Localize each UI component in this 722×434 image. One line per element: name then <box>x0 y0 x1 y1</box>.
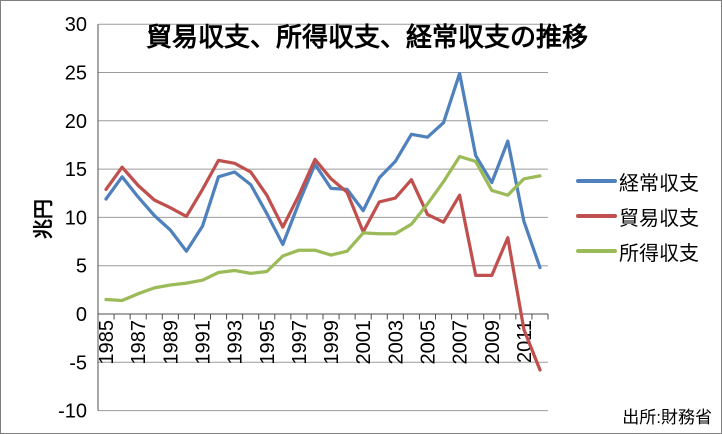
y-tick-label: 0 <box>76 304 87 326</box>
x-tick-label: 2011 <box>514 320 536 363</box>
y-tick-label: 5 <box>76 256 87 278</box>
x-tick-label: 2009 <box>482 320 504 365</box>
x-tick-label: 1999 <box>321 320 343 365</box>
x-tick-label: 2003 <box>385 320 407 365</box>
x-tick-label: 1993 <box>225 320 247 365</box>
series-line-trade-balance <box>104 157 542 372</box>
y-tick-label: 30 <box>65 14 87 36</box>
x-tick-label: 2005 <box>417 320 439 365</box>
x-tick-label: 2007 <box>450 320 472 365</box>
y-tick-label: -10 <box>58 401 87 423</box>
legend-line-swatch-income-balance <box>576 249 617 253</box>
x-tick-label: 1987 <box>128 320 150 365</box>
series-line-income-balance <box>104 154 542 303</box>
legend-item-trade-balance: 貿易収支 <box>576 204 721 230</box>
y-tick-label: 20 <box>65 111 87 133</box>
x-tick-label: 1991 <box>192 320 214 365</box>
y-tick-label: 25 <box>65 63 87 85</box>
x-tick-label: 2001 <box>353 320 375 365</box>
legend-label-income-balance: 所得収支 <box>619 242 699 265</box>
legend-item-income-balance: 所得収支 <box>576 239 721 265</box>
series-line-current-account <box>104 71 542 270</box>
source-note: 出所:財務省 <box>622 408 712 427</box>
legend-label-current-account: 経常収支 <box>619 172 699 195</box>
x-tick-label: 1985 <box>96 320 118 365</box>
legend: 経常収支 貿易収支 所得収支 <box>576 169 721 274</box>
y-tick-label: 10 <box>65 207 87 229</box>
y-tick-label: -5 <box>69 352 87 374</box>
x-tick-label: 1989 <box>160 320 182 365</box>
legend-label-trade-balance: 貿易収支 <box>619 207 699 230</box>
legend-line-swatch-trade-balance <box>576 214 617 218</box>
y-tick-label: 15 <box>65 159 87 181</box>
legend-line-swatch-current-account <box>576 179 617 183</box>
x-tick-label: 1997 <box>289 320 311 365</box>
y-axis-title: 兆円 <box>33 199 55 239</box>
x-tick-label: 1995 <box>257 320 279 365</box>
chart-title: 貿易収支、所得収支、経常収支の推移 <box>145 22 588 52</box>
legend-item-current-account: 経常収支 <box>576 169 721 195</box>
